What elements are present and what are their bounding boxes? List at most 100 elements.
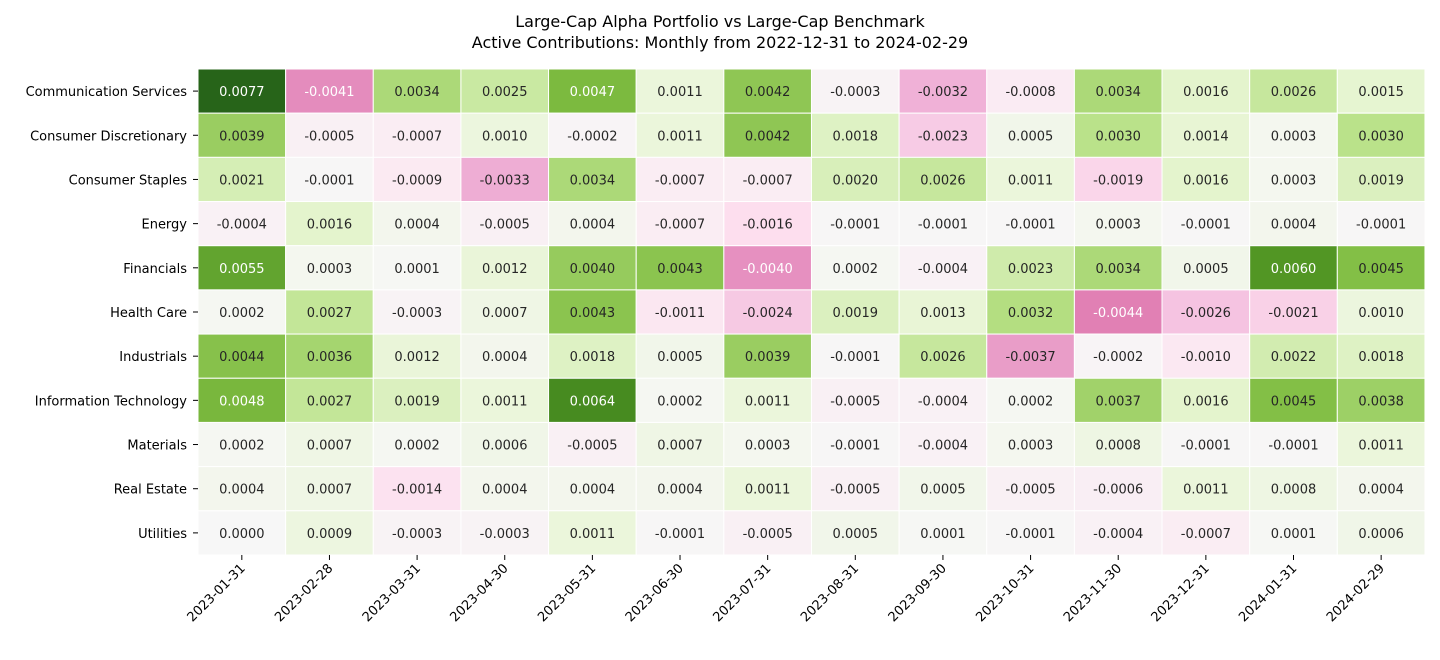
cell-value-label: 0.0006 xyxy=(482,439,528,454)
cell-value-label: 0.0001 xyxy=(920,527,966,542)
heatmap-cell xyxy=(1249,289,1338,335)
x-tick-label: 2023-09-30 xyxy=(886,561,950,625)
cell-value-label: 0.0034 xyxy=(570,173,616,188)
cell-value-label: 0.0009 xyxy=(307,527,353,542)
cell-value-label: 0.0004 xyxy=(657,483,703,498)
cell-value-label: 0.0045 xyxy=(1271,394,1317,409)
cell-value-label: -0.0005 xyxy=(567,439,617,454)
cell-value-label: -0.0037 xyxy=(1005,350,1055,365)
heatmap-cell xyxy=(898,156,988,203)
heatmap-cell xyxy=(197,156,287,203)
cell-value-label: -0.0005 xyxy=(480,218,530,233)
y-axis-labels: Communication Services Consumer Discretio… xyxy=(26,85,198,542)
heatmap-cell xyxy=(898,201,988,247)
heatmap-cell xyxy=(548,289,637,335)
cell-value-label: -0.0024 xyxy=(743,306,793,321)
heatmap-cell xyxy=(986,421,1075,468)
heatmap-cell xyxy=(1249,201,1338,247)
cell-value-label: -0.0001 xyxy=(1181,439,1231,454)
heatmap-cell xyxy=(635,289,725,335)
cell-value-label: 0.0038 xyxy=(1358,394,1404,409)
heatmap-cell xyxy=(372,68,462,114)
heatmap-cell xyxy=(810,68,900,114)
heatmap-cell xyxy=(810,510,900,556)
heatmap-cell xyxy=(460,377,550,423)
cell-value-label: 0.0030 xyxy=(1358,129,1404,144)
cell-value-label: 0.0044 xyxy=(219,350,265,365)
cell-value-label: 0.0040 xyxy=(570,262,616,277)
cell-value-label: 0.0019 xyxy=(833,306,879,321)
heatmap-cell xyxy=(372,333,462,379)
cell-value-label: 0.0011 xyxy=(657,129,703,144)
cell-value-label: -0.0003 xyxy=(392,527,442,542)
cell-value-label: -0.0005 xyxy=(1005,483,1055,498)
cell-value-label: -0.0001 xyxy=(1181,218,1231,233)
heatmap-cell xyxy=(1073,245,1163,291)
y-tick-label: Energy xyxy=(141,218,187,233)
cell-value-label: -0.0044 xyxy=(1093,306,1143,321)
chart-subtitle: Active Contributions: Monthly from 2022-… xyxy=(472,33,968,52)
cell-value-label: 0.0011 xyxy=(570,527,616,542)
cell-value-label: -0.0003 xyxy=(480,527,530,542)
cell-value-label: 0.0037 xyxy=(1095,394,1141,409)
y-tick-label: Information Technology xyxy=(35,394,188,409)
heatmap-cell xyxy=(1073,112,1163,158)
cell-value-label: 0.0011 xyxy=(657,85,703,100)
cell-value-label: 0.0042 xyxy=(745,85,791,100)
cell-value-label: 0.0023 xyxy=(1008,262,1054,277)
x-tick-label: 2023-12-31 xyxy=(1149,561,1213,625)
cell-value-label: 0.0011 xyxy=(1358,439,1404,454)
heatmap-cell xyxy=(460,201,550,247)
x-tick-label: 2023-04-30 xyxy=(448,561,512,625)
y-tick-label: Health Care xyxy=(110,306,187,321)
cell-value-label: -0.0011 xyxy=(655,306,705,321)
cell-value-label: 0.0004 xyxy=(482,350,528,365)
cell-value-label: -0.0007 xyxy=(1181,527,1231,542)
heatmap-cell xyxy=(285,112,374,158)
x-tick-label: 2023-07-31 xyxy=(710,561,774,625)
cell-value-label: 0.0004 xyxy=(394,218,440,233)
heatmap-cell xyxy=(898,510,988,556)
y-tick-label: Financials xyxy=(123,262,187,277)
cell-value-label: -0.0007 xyxy=(743,173,793,188)
cell-value-label: -0.0005 xyxy=(830,394,880,409)
cell-value-label: -0.0021 xyxy=(1268,306,1318,321)
y-tick-label: Materials xyxy=(127,439,187,454)
cell-value-label: 0.0001 xyxy=(1271,527,1317,542)
cell-value-label: 0.0077 xyxy=(219,85,265,100)
heatmap-cell xyxy=(548,112,637,158)
heatmap-cell xyxy=(1336,68,1426,114)
cell-value-label: 0.0016 xyxy=(307,218,353,233)
heatmap-cell xyxy=(635,201,725,247)
cell-value-label: -0.0001 xyxy=(655,527,705,542)
heatmap-cell xyxy=(1161,68,1251,114)
heatmap-cell xyxy=(285,466,374,512)
heatmap-cell xyxy=(1336,421,1426,468)
cell-value-label: 0.0020 xyxy=(833,173,879,188)
x-tick-label: 2023-11-30 xyxy=(1061,561,1125,625)
cell-value-label: -0.0001 xyxy=(1268,439,1318,454)
heatmap-cell xyxy=(460,289,550,335)
heatmap-cell xyxy=(723,421,812,468)
cell-value-label: 0.0003 xyxy=(1008,439,1054,454)
cell-value-label: 0.0014 xyxy=(1183,129,1229,144)
cell-value-label: 0.0026 xyxy=(920,350,966,365)
cell-value-label: 0.0025 xyxy=(482,85,528,100)
cell-value-label: -0.0032 xyxy=(918,85,968,100)
heatmap-cell xyxy=(898,466,988,512)
cell-value-label: 0.0005 xyxy=(920,483,966,498)
heatmap-cell xyxy=(1249,466,1338,512)
x-tick-label: 2024-02-29 xyxy=(1324,561,1388,625)
cell-value-label: 0.0003 xyxy=(1271,129,1317,144)
cell-value-label: -0.0008 xyxy=(1005,85,1055,100)
heatmap-cell xyxy=(635,421,725,468)
x-tick-label: 2023-01-31 xyxy=(185,561,249,625)
cell-value-label: -0.0004 xyxy=(217,218,267,233)
cell-value-label: 0.0018 xyxy=(570,350,616,365)
heatmap-cell xyxy=(1336,377,1426,423)
cell-value-label: 0.0018 xyxy=(1358,350,1404,365)
cell-value-label: 0.0032 xyxy=(1008,306,1054,321)
heatmap-cell xyxy=(1336,466,1426,512)
cell-value-label: -0.0007 xyxy=(655,173,705,188)
heatmap-cell xyxy=(1336,510,1426,556)
